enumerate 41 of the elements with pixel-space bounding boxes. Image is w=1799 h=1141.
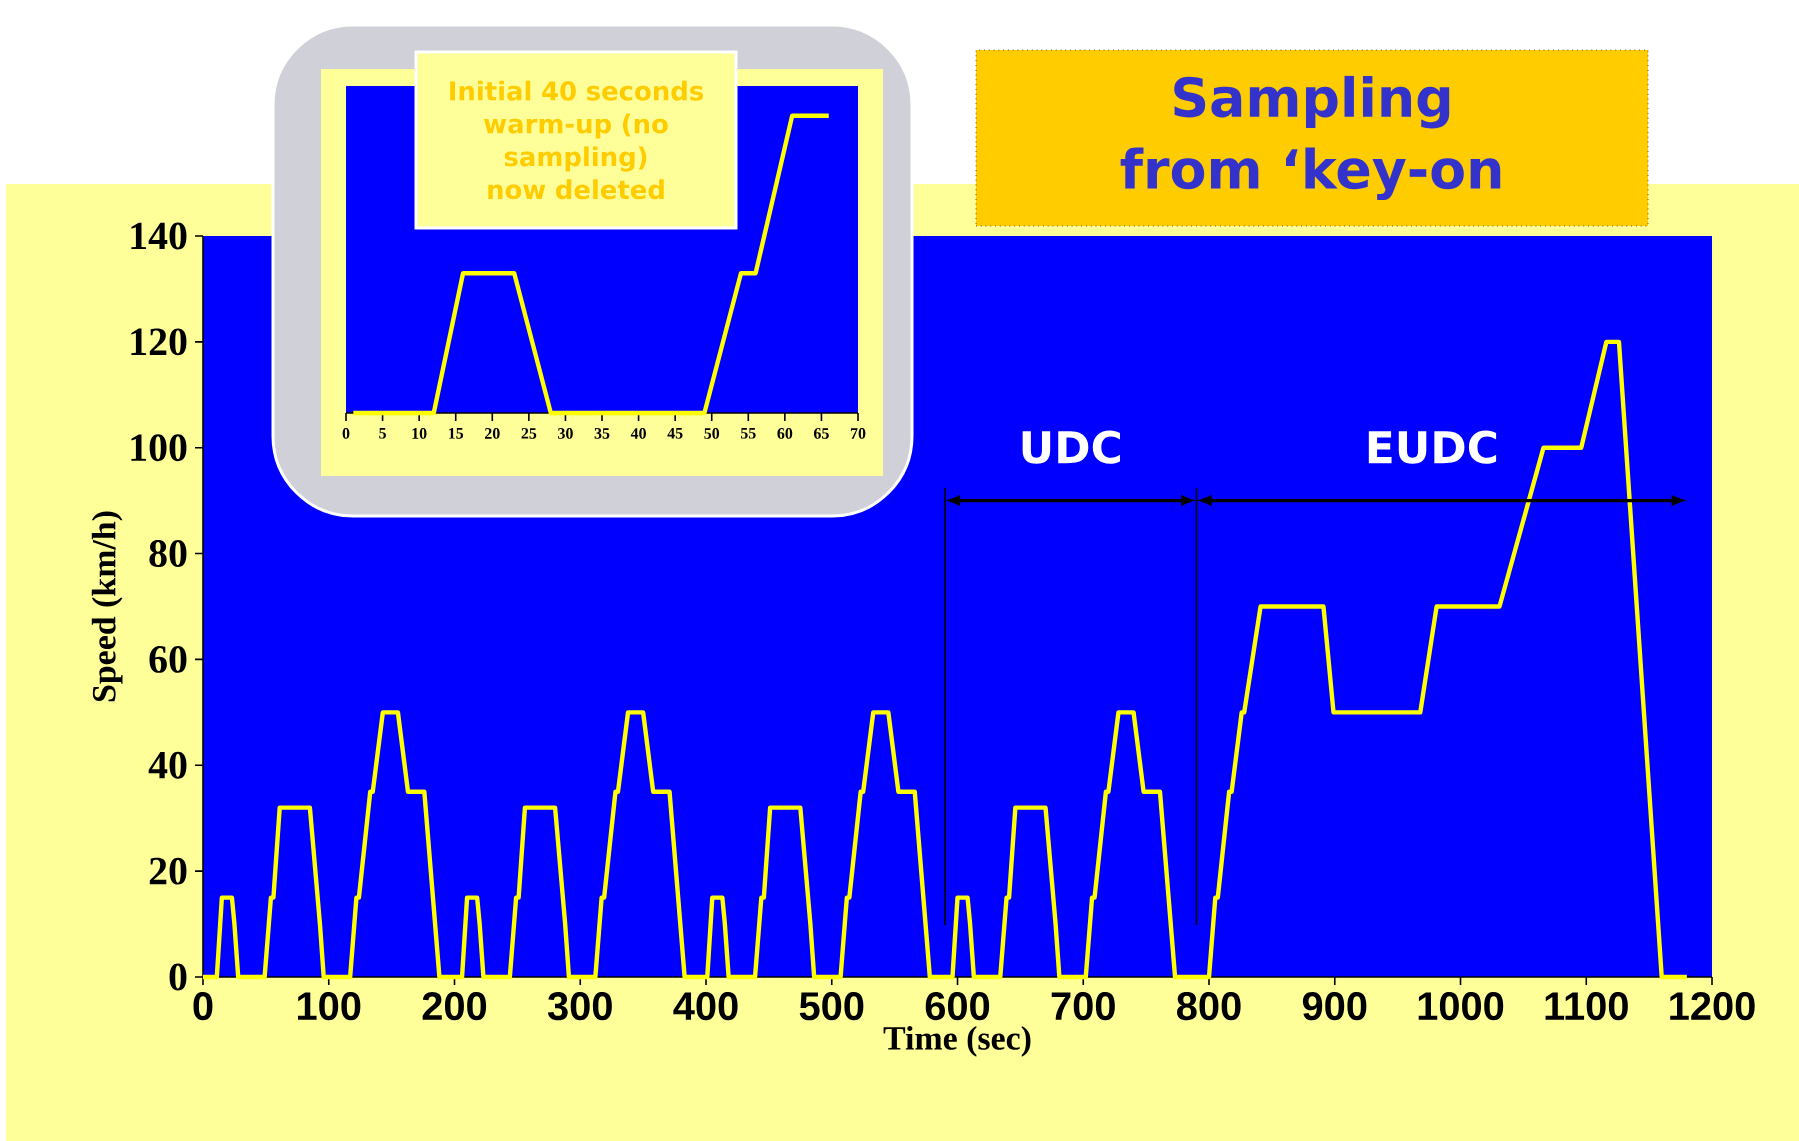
- x-tick-label: 50: [704, 428, 720, 439]
- x-tick-label: 35: [594, 428, 610, 439]
- x-tick-label: 0: [193, 992, 213, 1021]
- x-tick-label: 10: [412, 428, 427, 439]
- x-tick-label: 900: [1302, 992, 1367, 1021]
- x-tick-label: 800: [1177, 992, 1241, 1021]
- y-tick-label: 0: [169, 963, 187, 991]
- y-tick-label: 60: [149, 645, 187, 673]
- x-tick-label: 5: [379, 428, 386, 439]
- y-tick-label: 40: [148, 751, 187, 779]
- x-tick-label: 1100: [1545, 992, 1628, 1021]
- x-tick-label: 300: [547, 992, 612, 1021]
- y-tick-label: 80: [149, 540, 187, 567]
- x-tick-label: 45: [667, 428, 683, 439]
- text: Sampling from ‘key-on: [1120, 75, 1501, 201]
- x-tick-label: 1000: [1418, 992, 1504, 1021]
- x-tick-label: 200: [422, 992, 487, 1021]
- x-tick-label: 500: [799, 992, 864, 1021]
- x-axis-title: Time (sec): [883, 1025, 1031, 1057]
- x-tick-label: 30: [558, 428, 573, 439]
- x-tick-label: 400: [673, 992, 738, 1021]
- x-tick-label: 70: [850, 428, 866, 439]
- x-tick-label: 25: [521, 428, 537, 439]
- x-tick-label: 0: [342, 428, 350, 439]
- x-tick-label: 65: [813, 428, 829, 439]
- x-tick-label: 40: [630, 428, 646, 439]
- x-tick-label: 55: [740, 428, 756, 439]
- x-tick-label: 1200: [1670, 992, 1755, 1021]
- annotation: EUDC: [1368, 430, 1497, 464]
- x-tick-label: 60: [777, 428, 793, 439]
- y-tick-label: 20: [149, 857, 187, 885]
- x-tick-label: 700: [1051, 992, 1115, 1021]
- y-tick-label: 120: [131, 328, 187, 356]
- y-axis-title: Speed (km/h): [91, 511, 123, 702]
- x-tick-label: 100: [298, 992, 361, 1021]
- annotation: UDC: [1022, 430, 1120, 464]
- x-tick-label: 600: [925, 992, 990, 1021]
- annotation: Initial 40 seconds warm-up (no sampling) now deleted: [450, 80, 704, 200]
- y-tick-label: 140: [131, 222, 187, 250]
- x-tick-label: 20: [484, 428, 500, 439]
- x-tick-label: 15: [449, 428, 464, 439]
